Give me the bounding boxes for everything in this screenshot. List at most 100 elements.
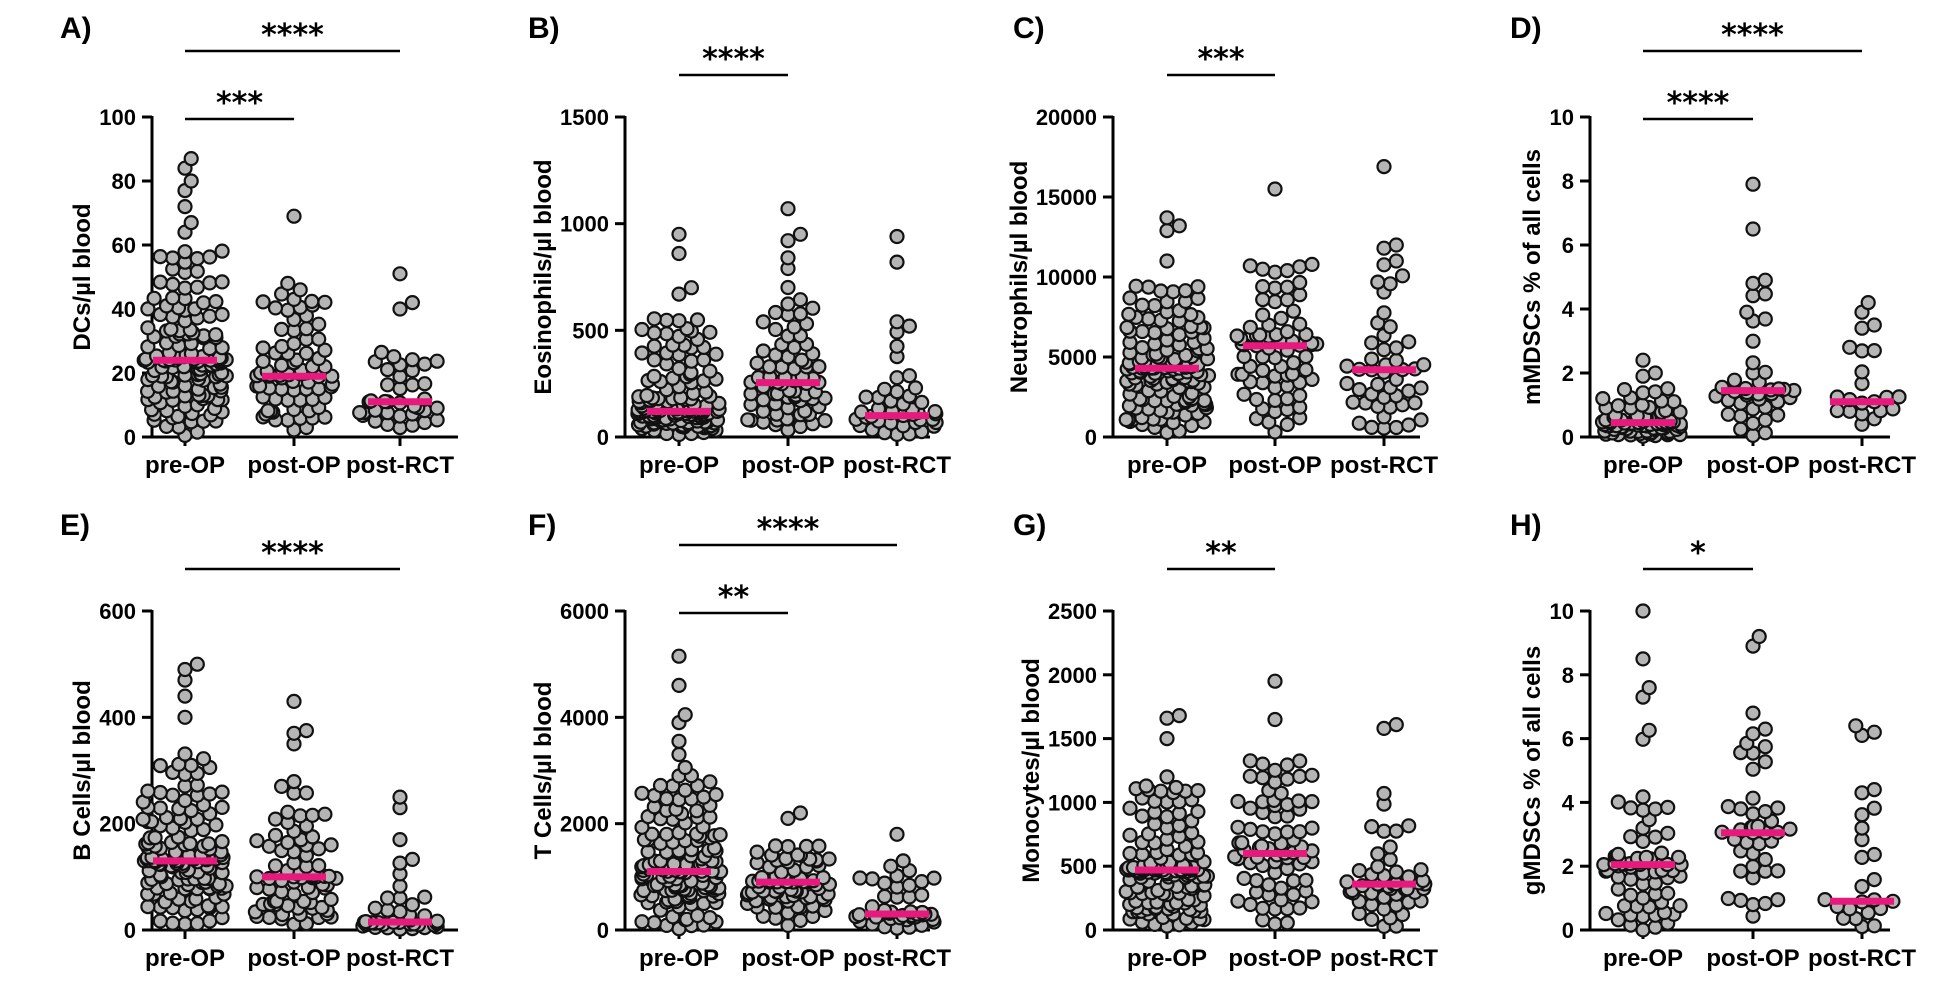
data-point	[1747, 763, 1760, 776]
panel-letter: G)	[1013, 509, 1046, 542]
data-point	[185, 216, 198, 229]
data-point	[915, 396, 928, 409]
data-point	[685, 355, 698, 368]
data-point	[1771, 409, 1784, 422]
data-point	[141, 785, 154, 798]
data-point	[148, 292, 161, 305]
data-point	[782, 202, 795, 215]
data-point	[1250, 393, 1263, 406]
data-point	[406, 296, 419, 309]
data-point	[269, 301, 282, 314]
panel-f: F)0200040006000pre-OP post-OP post-RCTT Ce…	[528, 509, 951, 972]
data-point	[179, 663, 192, 676]
data-point	[154, 915, 167, 928]
data-point	[1124, 802, 1137, 815]
data-point	[1390, 421, 1403, 434]
data-point	[1734, 894, 1747, 907]
data-point	[1341, 377, 1354, 390]
data-point	[394, 905, 407, 918]
y-tick-label: 4	[1562, 297, 1575, 322]
data-point	[1287, 356, 1300, 369]
data-point	[257, 355, 270, 368]
data-point	[1256, 758, 1269, 771]
data-point	[281, 277, 294, 290]
data-point	[1269, 764, 1282, 777]
data-point	[1747, 356, 1760, 369]
data-point	[154, 759, 167, 772]
data-point	[1849, 719, 1862, 732]
data-point	[1256, 293, 1269, 306]
data-point	[660, 327, 673, 340]
data-point	[1299, 874, 1312, 887]
data-point	[1293, 389, 1306, 402]
data-point	[1612, 848, 1625, 861]
data-point	[703, 775, 716, 788]
data-point	[660, 828, 673, 841]
data-point	[294, 809, 307, 822]
data-point	[1371, 847, 1384, 860]
y-tick-label: 80	[112, 169, 136, 194]
data-point	[703, 911, 716, 924]
data-point	[1784, 823, 1797, 836]
data-point	[1868, 919, 1881, 932]
y-tick-label: 10	[1550, 599, 1574, 624]
data-point	[794, 307, 807, 320]
data-point	[209, 328, 222, 341]
data-point	[1868, 802, 1881, 815]
data-point	[166, 252, 179, 265]
data-point	[673, 748, 686, 761]
data-point	[1771, 802, 1784, 815]
data-point	[406, 853, 419, 866]
x-category-label: post-OP	[741, 945, 834, 972]
data-point	[1281, 264, 1294, 277]
y-tick-label: 6000	[560, 599, 609, 624]
y-tick-label: 60	[112, 233, 136, 258]
data-point	[1759, 897, 1772, 910]
data-point	[1618, 383, 1631, 396]
significance-label: ***	[1197, 42, 1244, 77]
data-point	[1747, 792, 1760, 805]
data-point	[191, 281, 204, 294]
data-point	[866, 872, 879, 885]
data-point	[1612, 913, 1625, 926]
y-axis-title: T Cells/µl blood	[530, 682, 557, 860]
data-point	[1637, 835, 1650, 848]
data-point	[1244, 321, 1257, 334]
data-point	[306, 809, 319, 822]
data-point	[1154, 285, 1167, 298]
data-point	[1256, 902, 1269, 915]
data-point	[1734, 802, 1747, 815]
y-tick-label: 15000	[1036, 185, 1097, 210]
panel-g: G) 0 500 1000 1500 2000 2500 pre-OP post-OP post-…	[1013, 509, 1438, 972]
data-point	[679, 708, 692, 721]
data-point	[1759, 366, 1772, 379]
data-point	[909, 381, 922, 394]
data-point	[1136, 810, 1149, 823]
y-tick-label: 4	[1562, 790, 1575, 815]
data-point	[1191, 784, 1204, 797]
data-point	[1819, 893, 1832, 906]
figure-canvas: A)020406080100pre-OP post-OP post-RCTDCs/µ…	[0, 0, 1949, 987]
y-tick-label: 1000	[560, 212, 609, 237]
data-point	[1856, 322, 1869, 335]
data-point	[1759, 740, 1772, 753]
data-point	[353, 406, 366, 419]
data-point	[854, 872, 867, 885]
data-point	[891, 385, 904, 398]
data-point	[1250, 874, 1263, 887]
x-category-label: post-OP	[1228, 452, 1321, 479]
data-point	[1722, 408, 1735, 421]
data-point	[263, 911, 276, 924]
x-category-label: pre-OP	[1603, 452, 1683, 479]
data-point	[769, 839, 782, 852]
y-tick-label: 6	[1562, 727, 1574, 752]
panel-letter: F)	[528, 509, 556, 542]
y-axis-title: B Cells/µl blood	[69, 680, 96, 861]
data-point	[1244, 770, 1257, 783]
data-point	[685, 281, 698, 294]
data-point	[1667, 395, 1680, 408]
data-point	[1262, 878, 1275, 891]
data-point	[257, 342, 270, 355]
y-tick-label: 0	[1562, 425, 1574, 450]
data-point	[1674, 899, 1687, 912]
